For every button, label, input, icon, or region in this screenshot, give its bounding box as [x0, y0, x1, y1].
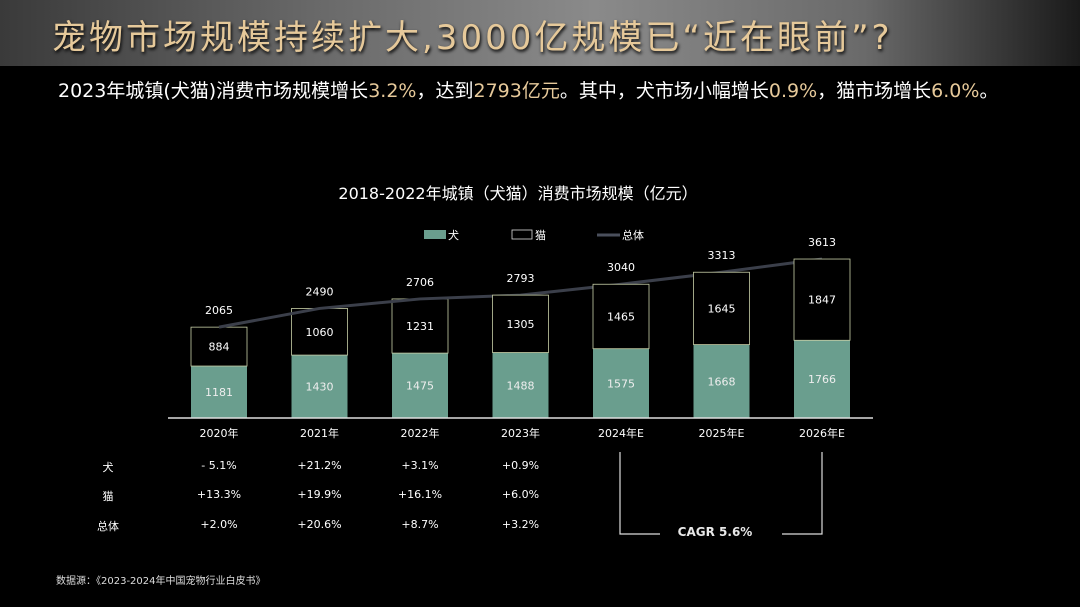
summary-text: ，达到 [416, 80, 474, 102]
bar-label-dog: 1488 [507, 379, 535, 392]
bar-label-dog: 1766 [808, 373, 836, 386]
highlight-value: 0.9% [768, 80, 818, 102]
x-tick-label: 2024年E [598, 426, 644, 440]
bar-label-dog: 1575 [607, 377, 635, 390]
page-title: 宠物市场规模持续扩大,3000亿规模已“近在眼前”? [52, 18, 893, 58]
x-tick-label: 2025年E [699, 426, 745, 440]
bar-dog [593, 348, 649, 418]
total-label: 3613 [808, 236, 836, 249]
bar-cat [391, 298, 449, 354]
legend-label-cat: 猫 [535, 229, 546, 242]
total-label: 2065 [205, 304, 233, 317]
bar-label-dog: 1181 [205, 386, 233, 399]
bar-dog [191, 366, 247, 418]
legend-label-dog: 犬 [448, 228, 459, 242]
total-label: 3040 [607, 261, 635, 274]
bar-dog [693, 344, 750, 418]
bar-cat [492, 294, 549, 353]
bar-cat [793, 258, 851, 341]
growth-cell: +6.0% [501, 488, 540, 501]
legend-swatch-dog [424, 230, 446, 239]
source-note: 数据源：《2023-2024年中国宠物行业白皮书》 [56, 576, 266, 587]
growth-cell: +3.2% [501, 518, 540, 531]
bar-label-dog: 1668 [708, 375, 736, 388]
bar-label-cat: 1305 [507, 318, 535, 331]
bar-cat [592, 283, 650, 350]
title-band [0, 0, 1080, 66]
total-label: 3313 [708, 249, 736, 262]
bar-label-dog: 1430 [306, 381, 334, 394]
growth-cell: +8.7% [401, 518, 439, 531]
summary-text: 。其中，犬市场小幅增长 [559, 80, 769, 102]
bar-cat [291, 308, 348, 356]
highlight-value: 3.2% [368, 80, 417, 102]
highlight-value: 2793亿元 [473, 80, 560, 102]
row-label: 总体 [97, 520, 119, 533]
growth-cell: +16.1% [397, 488, 443, 501]
bar-label-cat: 1645 [708, 302, 736, 315]
bar-dog [291, 355, 348, 418]
summary-text: 。 [979, 80, 999, 102]
cagr-bracket [619, 452, 823, 535]
bar-dog [794, 340, 850, 418]
cagr-label: CAGR 5.6% [677, 525, 753, 539]
chart-title: 2018-2022年城镇（犬猫）消费市场规模（亿元） [338, 184, 697, 203]
growth-cell: +0.9% [501, 459, 540, 472]
summary-line: 2023年城镇(犬猫)消费市场规模增长3.2%，达到2793亿元。其中，犬市场小… [58, 76, 998, 103]
total-label: 2706 [406, 276, 434, 289]
total-label: 2793 [507, 272, 535, 285]
legend-swatch-cat [511, 229, 533, 240]
x-tick-label: 2022年 [401, 426, 440, 440]
summary-text: 2023年城镇(犬猫)消费市场规模增长 [58, 80, 369, 102]
bar-label-cat: 1231 [406, 320, 434, 333]
growth-cell: +20.6% [297, 518, 342, 531]
bar-cat [693, 271, 750, 346]
growth-cell: - 5.1% [201, 459, 237, 472]
x-tick-label: 2026年E [799, 426, 845, 440]
bar-label-cat: 1847 [808, 294, 836, 307]
growth-cell: +2.0% [200, 518, 238, 531]
summary-text: ，猫市场增长 [817, 80, 932, 102]
bar-dog [392, 353, 448, 418]
growth-cell: +19.9% [297, 488, 342, 501]
bar-dog [492, 352, 549, 418]
x-tick-label: 2021年 [300, 426, 339, 440]
growth-cell: +3.1% [401, 459, 439, 472]
legend: 犬 猫 总体 [424, 228, 644, 242]
highlight-value: 6.0% [931, 80, 980, 102]
growth-cell: +21.2% [297, 459, 342, 472]
x-tick-label: 2023年 [501, 426, 540, 440]
x-tick-label: 2020年 [200, 426, 239, 440]
row-label: 猫 [102, 490, 114, 503]
bar-label-cat: 884 [209, 341, 230, 354]
bar-label-dog: 1475 [406, 380, 434, 393]
bar-label-cat: 1060 [306, 326, 334, 339]
bar-label-cat: 1465 [607, 310, 635, 323]
legend-label-total: 总体 [622, 228, 644, 242]
total-label: 2490 [306, 285, 334, 298]
growth-cell: +13.3% [196, 488, 242, 501]
row-label: 犬 [102, 461, 114, 474]
